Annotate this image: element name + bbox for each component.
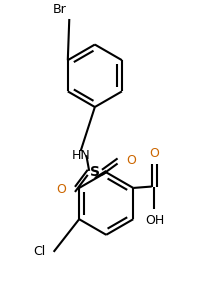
- Text: O: O: [126, 154, 136, 168]
- Text: O: O: [57, 183, 66, 196]
- Text: HN: HN: [72, 149, 91, 162]
- Text: OH: OH: [145, 214, 164, 226]
- Text: Br: Br: [53, 3, 66, 16]
- Text: S: S: [90, 165, 100, 179]
- Text: Cl: Cl: [33, 245, 45, 258]
- Text: O: O: [150, 146, 160, 160]
